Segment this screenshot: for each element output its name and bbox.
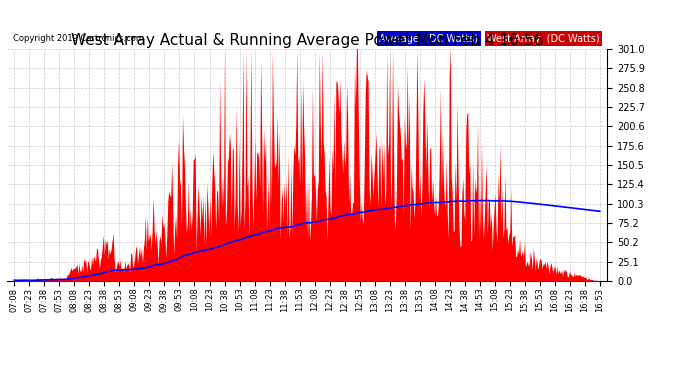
Title: West Array Actual & Running Average Power Mon Feb 4 16:56: West Array Actual & Running Average Powe… [71,33,543,48]
Text: West Array  (DC Watts): West Array (DC Watts) [487,34,600,44]
Text: Copyright 2019 Cartronics.com: Copyright 2019 Cartronics.com [13,34,144,43]
Text: Average  (DC Watts): Average (DC Watts) [379,34,478,44]
